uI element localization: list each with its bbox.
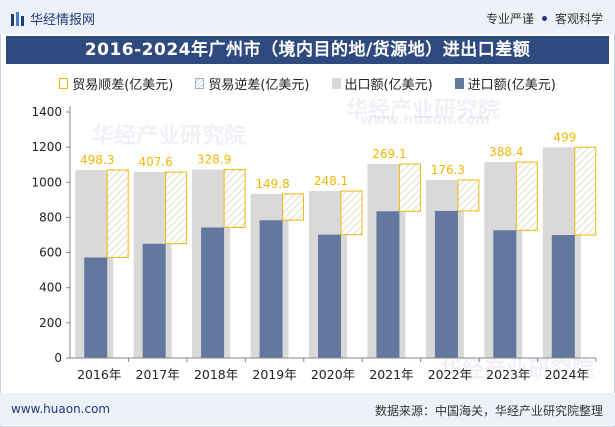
y-tick-label: 600 [39,246,62,260]
y-tick-label: 1400 [31,105,62,119]
brand-name: 华经情报网 [30,13,96,28]
x-tick-label: 2017年 [136,367,180,382]
y-tick-label: 0 [54,351,62,365]
brand[interactable]: 华经情报网 [11,9,95,28]
x-tick-label: 2021年 [369,367,413,382]
x-tick-label: 2023年 [486,367,530,382]
x-tick-label: 2018年 [194,367,238,382]
top-bar: 华经情报网 专业严谨 客观科学 [0,0,615,34]
legend-surplus-label: 贸易顺差(亿美元) [72,77,174,93]
surplus-data-label: 407.6 [138,155,172,169]
surplus-bar [340,190,363,236]
import-bar [318,234,341,358]
watermark: 华经产业研究院 [92,124,247,149]
surplus-data-label: 149.8 [255,177,289,191]
chart-title: 2016-2024年广州市（境内目的地/货源地）进出口差额 [6,36,609,64]
import-bar [551,235,575,358]
x-tick-label: 2020年 [311,367,355,382]
footer: www.huaon.com 数据来源：中国海关，华经产业研究院整理 [0,393,615,425]
surplus-data-label: 388.4 [489,145,523,159]
y-tick-label: 400 [39,281,62,295]
surplus-bar [223,169,246,228]
watermark: 华经产业研究院 [346,98,501,123]
surplus-bar [165,171,188,245]
legend-export-swatch [331,77,341,89]
x-tick-label: 2022年 [428,367,472,382]
legend-export-label: 出口额(亿美元) [344,77,433,93]
legend-import-label: 进口额(亿美元) [467,77,556,93]
surplus-bar [574,146,597,236]
watermark: 华经产业研究院 [440,358,595,383]
import-bar [259,220,283,358]
tagline: 专业严谨 客观科学 [486,10,603,27]
brand-logo-icon [11,11,24,26]
y-tick-label: 800 [39,210,62,224]
legend-surplus[interactable]: 贸易顺差(亿美元) [59,74,174,93]
surplus-data-label: 498.3 [80,153,114,167]
import-bar [434,210,458,358]
legend-import[interactable]: 进口额(亿美元) [454,74,556,93]
footer-site-link[interactable]: www.huaon.com [11,402,111,416]
surplus-data-label: 248.1 [314,174,348,188]
chart-plot: 498.3 407.6 328.9 149.8 248.1 269.1 176.3 388.4… [31,105,597,382]
import-bar [142,243,166,358]
import-bar [376,211,400,358]
x-tick-label: 2024年 [545,367,589,382]
legend-deficit[interactable]: 贸易逆差(亿美元) [195,74,310,93]
surplus-bar [515,161,538,231]
surplus-data-label: 499 [553,130,576,144]
tagline-right: 客观科学 [554,12,603,26]
legend-surplus-swatch [59,77,69,89]
legend-export[interactable]: 出口额(亿美元) [331,74,433,93]
surplus-bar [457,179,480,212]
import-bar [84,257,108,358]
import-bar [493,230,517,358]
footer-source: 数据来源：中国海关，华经产业研究院整理 [374,404,603,418]
surplus-bar [282,193,305,221]
legend-import-swatch [454,77,464,89]
legend-deficit-swatch [195,77,205,89]
watermark-url: www.huaon.com [360,112,491,128]
y-tick-label: 1200 [31,140,62,154]
surplus-data-label: 176.3 [431,163,465,177]
separator-dot-icon [541,16,547,21]
import-bar [201,227,225,358]
surplus-data-label: 328.9 [197,153,231,167]
chart-legend: 贸易顺差(亿美元) 贸易逆差(亿美元) 出口额(亿美元) 进口额(亿美元) [0,74,615,93]
legend-deficit-label: 贸易逆差(亿美元) [208,77,310,93]
surplus-data-label: 269.1 [372,147,406,161]
surplus-bar [398,163,421,212]
surplus-bar [106,169,129,259]
y-tick-label: 1000 [31,175,62,189]
y-tick-label: 200 [39,316,62,330]
x-tick-label: 2016年 [77,367,121,382]
x-tick-label: 2019年 [252,367,296,382]
tagline-left: 专业严谨 [485,12,534,26]
